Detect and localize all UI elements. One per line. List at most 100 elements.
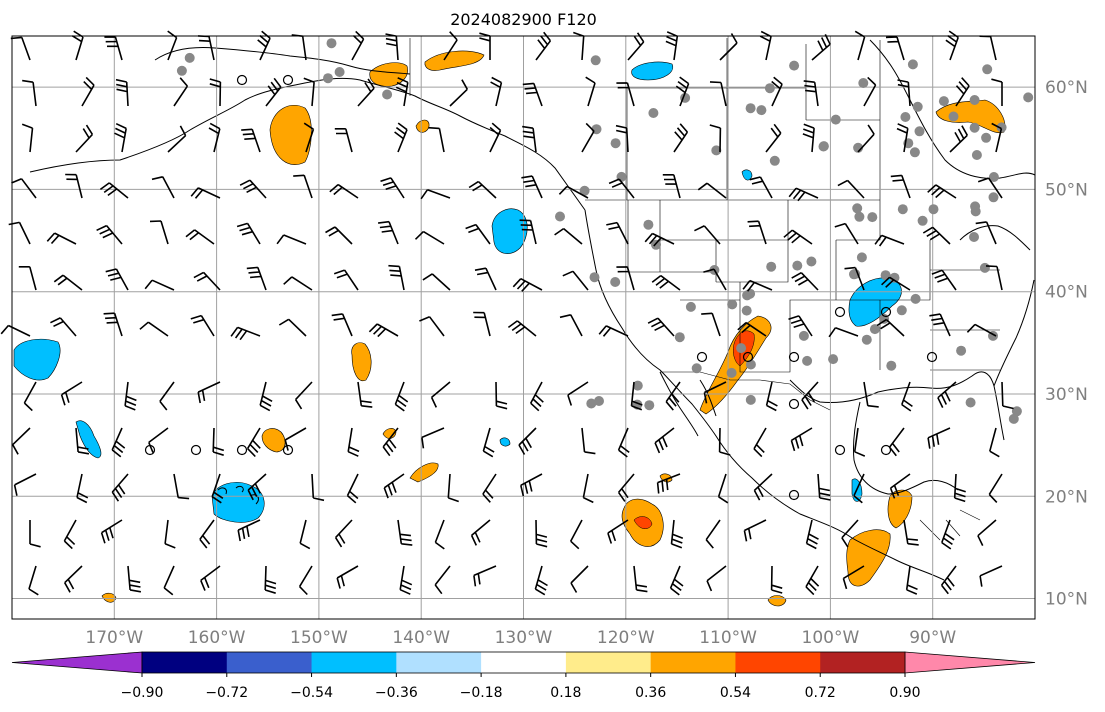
wind-barb [975, 221, 997, 245]
wind-barb [264, 565, 277, 594]
wind-barb [881, 276, 911, 291]
wind-barb [368, 323, 399, 338]
wind-barb [124, 381, 137, 411]
wind-barb [173, 473, 190, 500]
wind-barb [841, 519, 859, 548]
wind-barb [382, 427, 399, 457]
colorbar-segment [396, 652, 482, 673]
warm-anomaly-blob [415, 119, 430, 133]
wind-barb [558, 185, 589, 199]
wind-barb [522, 82, 543, 107]
wind-barb [489, 122, 502, 153]
wind-barb [65, 173, 83, 199]
lat-tick-label: 40°N [1045, 283, 1088, 303]
wind-barb [100, 519, 123, 544]
warm-anomaly-blob [887, 489, 913, 529]
wind-barb [239, 179, 267, 199]
wind-barb [719, 33, 738, 61]
wind-barb [673, 123, 689, 153]
wind-barb [333, 269, 359, 291]
wind-barb [747, 220, 767, 245]
wind-barb [294, 381, 313, 410]
wind-barb [394, 122, 408, 153]
colorbar-tick-label: 0.90 [889, 685, 920, 701]
wind-barb [50, 317, 77, 337]
wind-barb [905, 565, 918, 595]
colorbar-segment [735, 652, 821, 673]
lon-tick-label: 140°W [392, 628, 450, 648]
wind-barb [428, 126, 445, 153]
wind-barb [562, 270, 589, 291]
wind-barb [334, 128, 353, 153]
wind-barb [534, 565, 548, 596]
wind-barb [743, 519, 767, 542]
wind-barb [703, 381, 727, 404]
wind-barb [465, 223, 491, 245]
wind-barb [512, 277, 543, 292]
wind-barb [617, 473, 635, 502]
wind-barb [519, 219, 537, 245]
colorbar-tick-label: −0.54 [290, 685, 333, 701]
wind-barb [200, 565, 221, 591]
wind-barb [521, 175, 543, 199]
wind-barb [988, 473, 1003, 503]
wind-barb [377, 220, 399, 245]
wind-barb [63, 519, 77, 550]
station-dot [970, 201, 981, 212]
wind-barb [570, 565, 589, 593]
wind-barb [474, 267, 497, 291]
wind-barb [853, 427, 866, 457]
wind-barb [334, 519, 353, 548]
wind-barb [105, 268, 129, 291]
lon-tick-label: 150°W [290, 628, 348, 648]
cool-anomaly-blob [211, 482, 265, 523]
station-dot [644, 400, 655, 411]
wind-barb [977, 177, 1003, 199]
station-dot [910, 293, 921, 304]
wind-barb [12, 427, 31, 455]
wind-barb [522, 125, 537, 153]
station-dot [981, 132, 992, 143]
wind-barb [303, 77, 315, 107]
wind-barb [0, 324, 31, 337]
wind-barb [395, 77, 409, 107]
wind-barb [173, 77, 189, 107]
wind-barb [644, 232, 675, 247]
wind-barb [46, 232, 77, 245]
wind-barb [394, 381, 409, 412]
wind-barb [331, 313, 353, 337]
wind-barb [617, 427, 630, 458]
calm-circle [788, 351, 800, 363]
colorbar-segment [481, 652, 567, 673]
latitude-labels: 10°N 20°N 30°N 40°N 50°N 60°N [1045, 78, 1088, 609]
wind-barb [788, 315, 813, 337]
wind-barb [985, 265, 1003, 291]
wind-barb [903, 519, 919, 546]
wind-barb [803, 80, 819, 107]
wind-barb [10, 36, 31, 61]
wind-barb [771, 76, 783, 107]
wind-barb [837, 179, 865, 199]
station-dot [326, 38, 337, 49]
calm-circle [282, 444, 294, 456]
station-dot [726, 367, 737, 378]
wind-barb [630, 381, 643, 411]
station-dot [914, 126, 925, 137]
wind-barb [937, 381, 957, 408]
colorbar-tick-label: −0.18 [460, 685, 503, 701]
cool-anomaly-blob [75, 420, 102, 459]
wind-barb [53, 274, 83, 291]
wind-barb [989, 427, 1000, 458]
station-dot [579, 185, 590, 196]
wind-barb [421, 427, 445, 449]
wind-barb [941, 519, 955, 550]
gulf-of-mexico-coast [789, 371, 1005, 495]
wind-barb [111, 473, 129, 502]
lat-tick-label: 50°N [1045, 180, 1088, 200]
wind-barb [298, 565, 313, 596]
wind-barb [76, 473, 89, 504]
wind-barb [185, 229, 215, 245]
wind-barb [211, 473, 224, 504]
wind-barb [75, 427, 90, 455]
